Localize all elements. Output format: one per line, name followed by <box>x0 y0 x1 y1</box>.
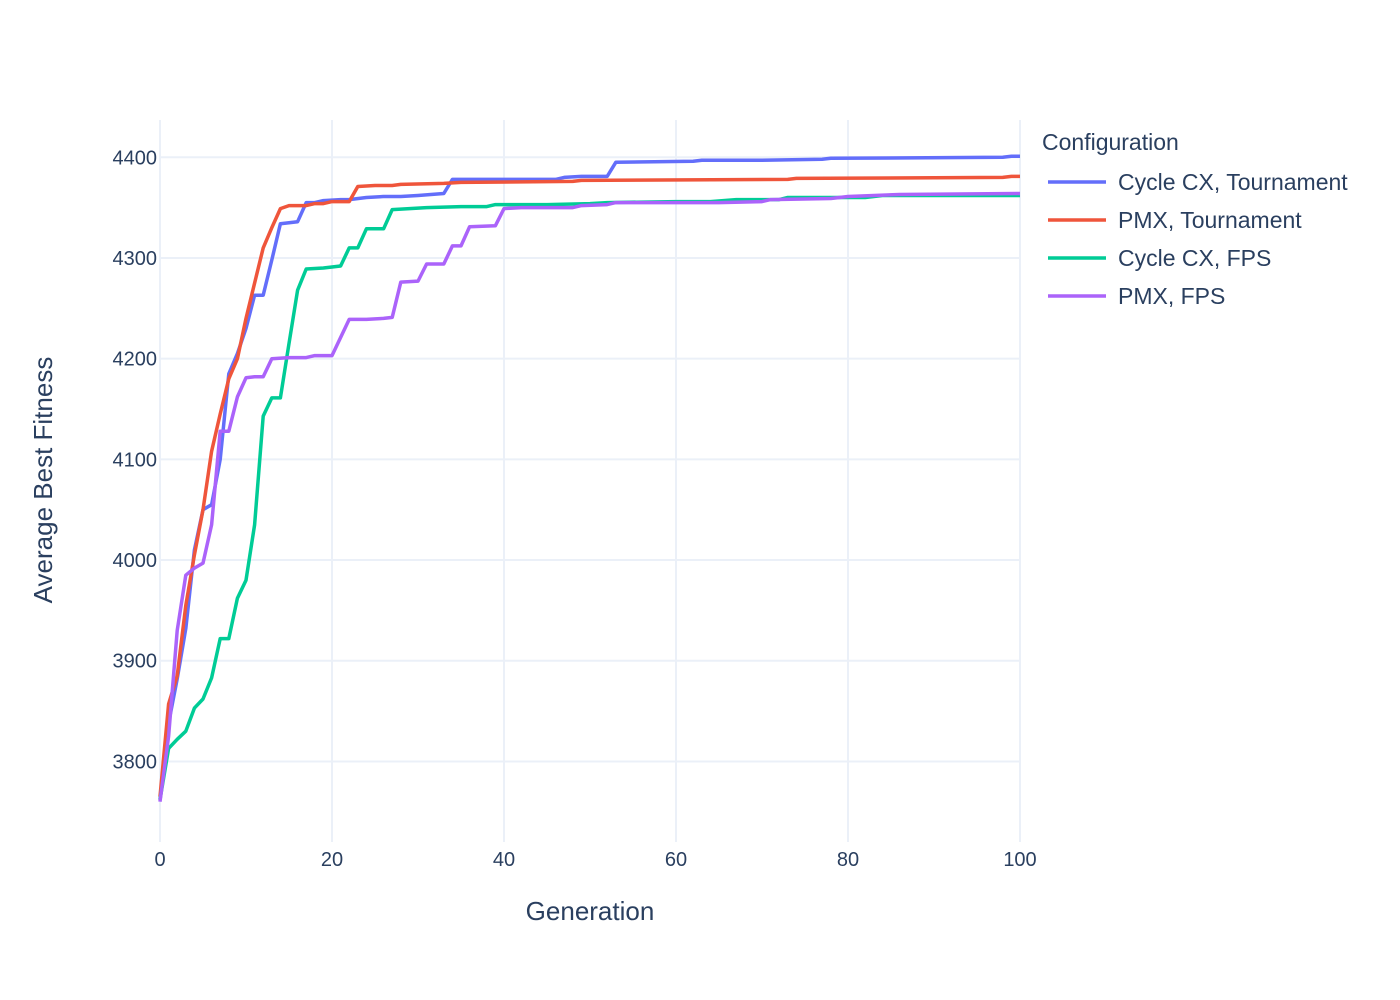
y-tick-label: 3900 <box>113 651 158 673</box>
x-tick-label: 20 <box>321 849 343 871</box>
y-axis-title: Average Best Fitness <box>28 357 58 604</box>
y-tick-label: 4300 <box>113 248 158 270</box>
y-tick-label: 3800 <box>113 751 158 773</box>
y-tick-label: 4100 <box>113 449 158 471</box>
legend-label: PMX, Tournament <box>1118 207 1302 233</box>
y-tick-label: 4200 <box>113 349 158 371</box>
series-line <box>158 193 1020 800</box>
grid-lines <box>160 120 1021 842</box>
legend-label: PMX, FPS <box>1118 283 1225 309</box>
x-tick-label: 100 <box>1003 849 1036 871</box>
legend-label: Cycle CX, FPS <box>1118 245 1271 271</box>
x-tick-label: 80 <box>837 849 859 871</box>
x-axis-title: Generation <box>526 896 655 926</box>
legend-label: Cycle CX, Tournament <box>1118 169 1348 195</box>
y-tick-label: 4400 <box>113 147 158 169</box>
legend-title: Configuration <box>1042 129 1179 155</box>
series-line <box>158 154 1020 800</box>
legend: Configuration Cycle CX, Tournament PMX, T… <box>1042 129 1348 309</box>
x-tick-label: 0 <box>154 849 165 871</box>
tick-labels: 3800 3900 4000 4100 4200 4300 4400 0 20 40 60 80 100 <box>113 147 1037 871</box>
series-line <box>158 191 1021 802</box>
series-lines <box>158 154 1021 802</box>
x-tick-label: 40 <box>493 849 515 871</box>
series-line <box>158 174 1020 797</box>
y-tick-label: 4000 <box>113 550 158 572</box>
x-tick-label: 60 <box>665 849 687 871</box>
